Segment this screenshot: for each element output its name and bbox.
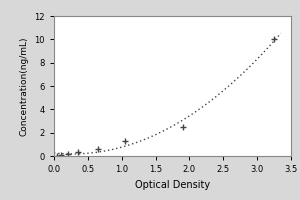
Y-axis label: Concentration(ng/mL): Concentration(ng/mL)	[20, 36, 29, 136]
X-axis label: Optical Density: Optical Density	[135, 180, 210, 190]
